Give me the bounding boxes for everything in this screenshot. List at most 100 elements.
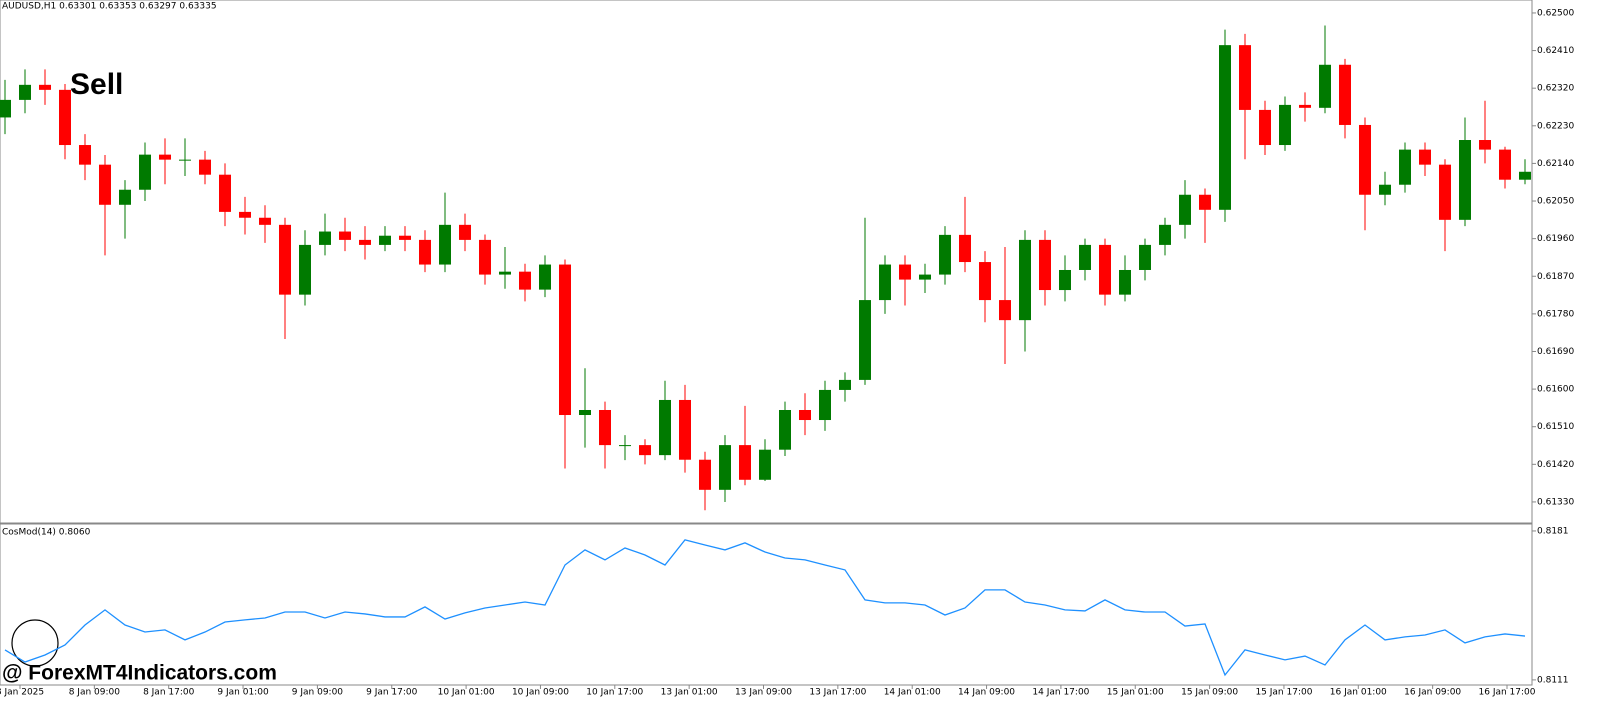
candle-body xyxy=(1439,164,1451,220)
candle-body xyxy=(199,159,211,175)
y-tick-label: 0.61690 xyxy=(1537,347,1574,357)
candle-body xyxy=(1039,239,1051,291)
candle-body xyxy=(459,224,471,240)
x-tick-label: 15 Jan 17:00 xyxy=(1255,688,1312,698)
candle-body xyxy=(1399,149,1411,185)
candle-body xyxy=(539,264,551,290)
candle-body xyxy=(1019,239,1031,321)
candle-body xyxy=(1179,194,1191,225)
candle-body xyxy=(1159,224,1171,245)
x-tick-label: 15 Jan 09:00 xyxy=(1181,688,1238,698)
x-tick-label: 13 Jan 09:00 xyxy=(735,688,792,698)
symbol-info: AUDUSD,H1 0.63301 0.63353 0.63297 0.6333… xyxy=(2,2,217,12)
x-tick-label: 16 Jan 09:00 xyxy=(1404,688,1461,698)
x-tick-label: 16 Jan 17:00 xyxy=(1479,688,1536,698)
candle-body xyxy=(59,89,71,146)
x-tick-label: 10 Jan 01:00 xyxy=(438,688,495,698)
candle-body xyxy=(799,409,811,421)
y-tick-label: 0.61780 xyxy=(1537,309,1574,319)
x-tick-label: 8 Jan 17:00 xyxy=(143,688,195,698)
candle-body xyxy=(399,235,411,240)
candle-body xyxy=(159,154,171,160)
candle-body xyxy=(259,217,271,225)
candle-body xyxy=(999,300,1011,321)
candle-body xyxy=(99,164,111,205)
candle-body xyxy=(1139,244,1151,270)
candle-body xyxy=(1259,109,1271,146)
x-tick-label: 16 Jan 01:00 xyxy=(1330,688,1387,698)
candle-body xyxy=(679,399,691,460)
candle-body xyxy=(659,399,671,456)
x-tick-label: 15 Jan 01:00 xyxy=(1107,688,1164,698)
candle-body xyxy=(739,445,751,480)
candle-body xyxy=(1359,124,1371,195)
candle-body xyxy=(1079,244,1091,270)
candle-body xyxy=(19,84,31,100)
candle-body xyxy=(779,409,791,450)
x-tick-label: 14 Jan 17:00 xyxy=(1032,688,1089,698)
x-tick-label: 10 Jan 17:00 xyxy=(586,688,643,698)
x-tick-label: 8 Jan 2025 xyxy=(0,688,44,698)
watermark: @ ForexMT4Indicators.com xyxy=(2,662,277,685)
candle-body xyxy=(1199,194,1211,210)
candle-body xyxy=(299,244,311,295)
y-tick-label: 0.62050 xyxy=(1537,197,1574,207)
candle-body xyxy=(179,159,191,161)
candle-body xyxy=(639,445,651,456)
candle-body xyxy=(959,234,971,263)
candle-body xyxy=(979,262,991,301)
candle-body xyxy=(499,271,511,275)
x-tick-label: 14 Jan 01:00 xyxy=(884,688,941,698)
y-tick-label: 0.62230 xyxy=(1537,121,1574,131)
candle-body xyxy=(899,264,911,280)
y-tick-label: 0.61510 xyxy=(1537,422,1574,432)
x-tick-label: 13 Jan 17:00 xyxy=(809,688,866,698)
candle-body xyxy=(699,459,711,490)
candle-body xyxy=(79,145,91,165)
watermark-logo xyxy=(11,619,59,667)
signal-annotation: Sell xyxy=(70,68,123,101)
candle-body xyxy=(519,271,531,290)
candle-body xyxy=(1379,184,1391,195)
candle-body xyxy=(579,409,591,416)
candle-body xyxy=(1479,140,1491,150)
candle-body xyxy=(439,224,451,265)
x-tick-label: 8 Jan 09:00 xyxy=(69,688,121,698)
x-tick-label: 14 Jan 09:00 xyxy=(958,688,1015,698)
candle-body xyxy=(879,264,891,301)
candle-body xyxy=(1099,244,1111,295)
y-tick-label: 0.62320 xyxy=(1537,84,1574,94)
candle-body xyxy=(1419,149,1431,165)
candle-body xyxy=(239,211,251,218)
candle-body xyxy=(379,235,391,245)
candle-body xyxy=(939,234,951,275)
candle-body xyxy=(819,389,831,421)
x-tick-label: 9 Jan 01:00 xyxy=(217,688,269,698)
y-tick-label: 0.61870 xyxy=(1537,272,1574,282)
candle-body xyxy=(359,239,371,245)
y-tick-label: 0.61330 xyxy=(1537,497,1574,507)
y-tick-label: 0.61960 xyxy=(1537,234,1574,244)
y-tick-label: 0.62500 xyxy=(1537,8,1574,18)
candle-body xyxy=(599,409,611,446)
x-tick-label: 13 Jan 01:00 xyxy=(661,688,718,698)
candle-body xyxy=(719,445,731,490)
candle-body xyxy=(839,379,851,390)
candle-body xyxy=(859,300,871,380)
candle-body xyxy=(1239,45,1251,110)
y-tick-label: 0.61420 xyxy=(1537,460,1574,470)
y-tick-label: 0.62410 xyxy=(1537,46,1574,56)
candle-body xyxy=(1119,269,1131,295)
candle-body xyxy=(1519,171,1531,180)
candle-body xyxy=(1219,45,1231,210)
candle-body xyxy=(119,189,131,205)
x-tick-label: 9 Jan 17:00 xyxy=(366,688,418,698)
candle-body xyxy=(919,274,931,280)
candle-body xyxy=(0,99,11,118)
candle-body xyxy=(479,239,491,275)
candle-body xyxy=(1299,104,1311,108)
candle-body xyxy=(759,449,771,480)
candle-body xyxy=(1339,64,1351,125)
